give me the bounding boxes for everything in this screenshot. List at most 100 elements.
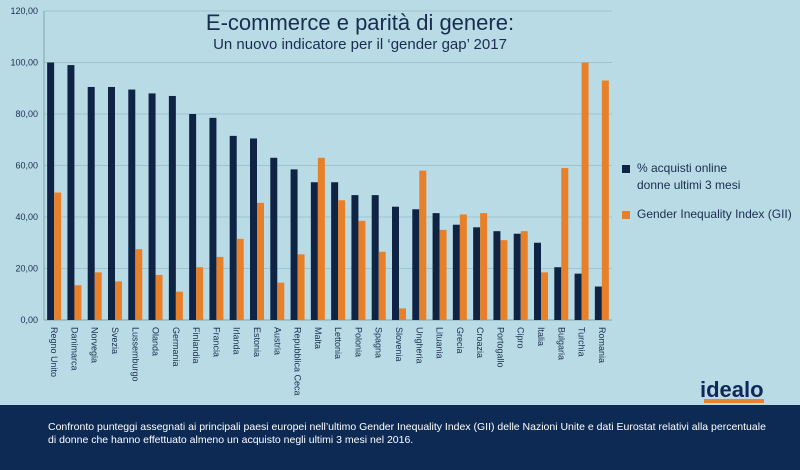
bar-series-1 bbox=[87, 86, 95, 321]
x-tick-label: Croazia bbox=[475, 327, 485, 358]
logo-underline bbox=[704, 399, 764, 403]
bar-series-1 bbox=[148, 93, 156, 321]
y-tick-label: 120,00 bbox=[10, 6, 38, 16]
y-tick-label: 0,00 bbox=[20, 315, 38, 325]
x-tick-label: Lettonia bbox=[333, 327, 343, 359]
bar-series-2 bbox=[358, 220, 366, 320]
bar-series-2 bbox=[561, 168, 569, 320]
bar-series-1 bbox=[392, 206, 399, 320]
bar-series-1 bbox=[67, 65, 75, 320]
bar-series-1 bbox=[270, 157, 278, 320]
x-tick-label: Estonia bbox=[252, 327, 262, 357]
footer-text: Confronto punteggi assegnati ai principa… bbox=[48, 421, 766, 446]
bar-series-2 bbox=[216, 256, 224, 320]
idealo-logo: idealo bbox=[700, 377, 764, 402]
bar-series-2 bbox=[74, 285, 82, 320]
bar-series-1 bbox=[452, 224, 460, 320]
bar-series-2 bbox=[419, 170, 427, 320]
legend-label-series-1: % acquisti online donne ultimi 3 mesi bbox=[637, 160, 740, 194]
bar-series-1 bbox=[513, 233, 521, 320]
bar-series-1 bbox=[189, 114, 197, 320]
footer: Confronto punteggi assegnati ai principa… bbox=[0, 405, 800, 470]
x-tick-label: Germania bbox=[171, 327, 181, 367]
x-tick-label: Austria bbox=[272, 327, 282, 355]
bar-series-1 bbox=[534, 242, 541, 320]
bar-series-1 bbox=[331, 182, 339, 320]
bar-series-2 bbox=[94, 272, 102, 320]
x-tick-label: Regno Unito bbox=[49, 327, 59, 377]
x-tick-label: Romania bbox=[597, 327, 607, 363]
bar-series-2 bbox=[155, 274, 163, 320]
y-tick-label: 20,00 bbox=[15, 264, 38, 274]
bar-series-2 bbox=[277, 282, 285, 320]
bar-series-1 bbox=[371, 195, 379, 320]
bar-series-2 bbox=[317, 157, 325, 320]
bar-series-2 bbox=[480, 213, 488, 320]
bar-series-2 bbox=[338, 200, 346, 320]
bar-series-1 bbox=[209, 117, 217, 320]
bar-series-1 bbox=[473, 227, 481, 320]
chart-subtitle: Un nuovo indicatore per il ‘gender gap’ … bbox=[213, 36, 507, 53]
x-tick-label: Polonia bbox=[353, 327, 363, 357]
x-tick-label: Portogallo bbox=[495, 327, 505, 368]
bar-series-2 bbox=[541, 272, 548, 320]
bar-series-1 bbox=[574, 273, 582, 320]
bar-series-1 bbox=[554, 267, 562, 320]
bar-series-1 bbox=[493, 231, 501, 320]
chart-title-block: E-commerce e parità di genere: Un nuovo … bbox=[200, 10, 520, 54]
x-tick-label: Francia bbox=[211, 327, 221, 357]
bar-series-1 bbox=[594, 286, 602, 320]
x-tick-label: Irlanda bbox=[232, 327, 242, 355]
bar-series-2 bbox=[115, 281, 122, 320]
x-tick-label: Svezia bbox=[110, 327, 120, 354]
x-tick-label: Malta bbox=[313, 327, 323, 349]
x-tick-label: Olanda bbox=[151, 327, 161, 356]
x-tick-label: Danimarca bbox=[69, 327, 79, 371]
x-tick-label: Lituania bbox=[435, 327, 445, 359]
legend-swatch-series-2 bbox=[622, 211, 630, 219]
bar-series-2 bbox=[378, 251, 386, 320]
bar-series-1 bbox=[108, 86, 115, 321]
bar-series-2 bbox=[520, 231, 528, 320]
bar-series-1 bbox=[432, 213, 440, 320]
bar-series-2 bbox=[500, 240, 508, 320]
legend: % acquisti online donne ultimi 3 mesi Ge… bbox=[622, 160, 797, 235]
bar-series-1 bbox=[229, 135, 237, 320]
bar-series-2 bbox=[601, 80, 609, 321]
legend-swatch-series-1 bbox=[622, 165, 630, 173]
legend-label-series-2: Gender Inequality Index (GII) bbox=[637, 207, 792, 221]
x-tick-label: Lussemburgo bbox=[130, 327, 140, 382]
chart-title: E-commerce e parità di genere: bbox=[205, 10, 515, 35]
bar-series-2 bbox=[257, 202, 264, 320]
bar-series-2 bbox=[236, 238, 244, 320]
y-tick-label: 80,00 bbox=[15, 109, 38, 119]
x-tick-label: Turchia bbox=[577, 327, 587, 357]
bar-series-1 bbox=[310, 182, 318, 320]
x-tick-label: Repubblica Ceca bbox=[293, 327, 303, 396]
legend-label-line: donne ultimi 3 mesi bbox=[637, 178, 741, 192]
bar-series-2 bbox=[175, 291, 183, 320]
x-tick-label: Cipro bbox=[516, 327, 526, 349]
legend-item-series-1: % acquisti online donne ultimi 3 mesi bbox=[622, 160, 797, 194]
legend-item-series-2: Gender Inequality Index (GII) bbox=[622, 206, 797, 223]
bar-series-2 bbox=[399, 308, 406, 320]
x-tick-label: Finlandia bbox=[191, 327, 201, 364]
bar-series-2 bbox=[135, 249, 143, 320]
bar-series-2 bbox=[459, 214, 467, 320]
bar-series-1 bbox=[412, 209, 420, 320]
bar-series-1 bbox=[290, 169, 298, 320]
legend-label-line: % acquisti online bbox=[637, 161, 728, 175]
y-tick-label: 100,00 bbox=[10, 58, 38, 68]
x-tick-label: Slovenia bbox=[394, 327, 404, 362]
x-tick-label: Italia bbox=[536, 327, 546, 346]
x-tick-label: Bulgaria bbox=[556, 327, 566, 360]
bar-series-1 bbox=[47, 62, 55, 320]
bar-series-1 bbox=[250, 138, 257, 320]
bar-series-1 bbox=[168, 95, 176, 320]
y-tick-label: 40,00 bbox=[15, 212, 38, 222]
bar-series-2 bbox=[439, 229, 447, 320]
x-tick-label: Grecia bbox=[455, 327, 465, 354]
bar-series-2 bbox=[196, 267, 204, 320]
bar-series-1 bbox=[351, 195, 359, 320]
